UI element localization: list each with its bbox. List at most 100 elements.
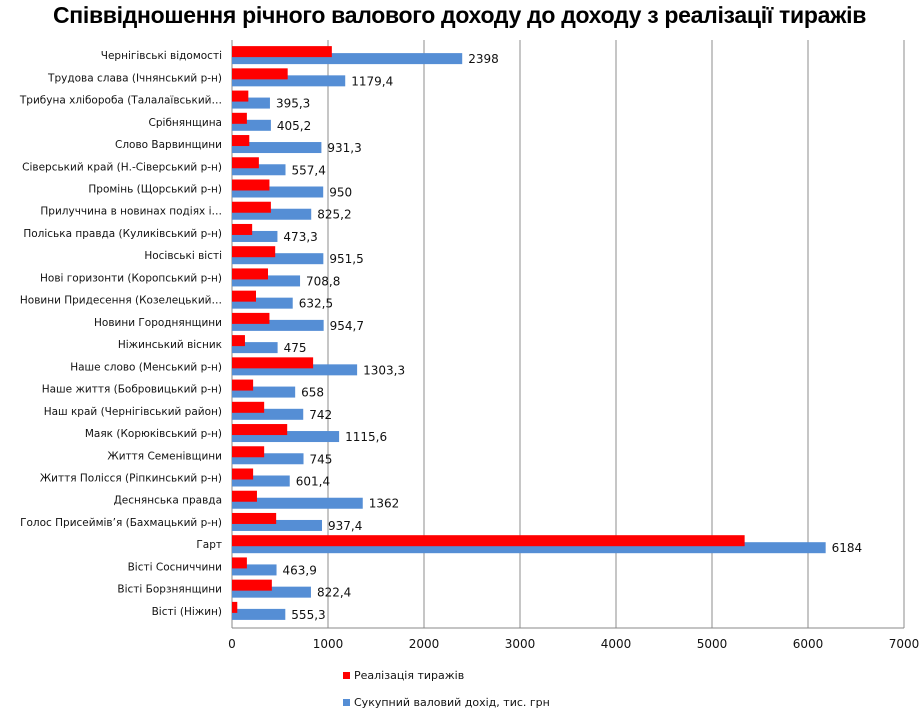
- category-label: Срібнянщина: [149, 117, 222, 129]
- bar-circulation-sales: [232, 535, 745, 547]
- bar-circulation-sales: [232, 512, 277, 524]
- bar-circulation-sales: [232, 112, 247, 124]
- bar-total-income: [232, 53, 463, 65]
- bar-circulation-sales: [232, 223, 253, 235]
- legend-swatch-total-income: [343, 699, 350, 706]
- bar-total-income: [232, 119, 271, 131]
- category-label: Гарт: [196, 539, 222, 551]
- bar-total-income: [232, 608, 286, 620]
- category-label: Голос Присеймів’я (Бахмацький р-н): [20, 517, 222, 529]
- bar-circulation-sales: [232, 379, 254, 391]
- bar-total-income: [232, 453, 304, 465]
- category-label: Життя Полісся (Ріпкинський р-н): [40, 473, 222, 485]
- bar-total-income: [232, 208, 312, 220]
- value-label: 954,7: [330, 319, 364, 333]
- bar-circulation-sales: [232, 579, 272, 591]
- value-label: 742: [309, 408, 332, 422]
- bar-total-income: [232, 319, 324, 331]
- bar-circulation-sales: [232, 290, 256, 302]
- category-label: Маяк (Корюківський р-н): [85, 428, 222, 440]
- value-label: 950: [329, 186, 352, 200]
- bar-total-income: [232, 431, 340, 443]
- value-label: 1303,3: [363, 363, 405, 377]
- bar-circulation-sales: [232, 401, 265, 413]
- value-label: 1179,4: [351, 74, 393, 88]
- category-label: Промінь (Щорський р-н): [88, 184, 222, 196]
- category-label: Наше слово (Менський р-н): [70, 361, 222, 373]
- category-label: Трибуна хлібороба (Талалаївський…: [19, 95, 222, 107]
- bars: [232, 46, 826, 620]
- value-label: 405,2: [277, 119, 311, 133]
- bar-total-income: [232, 386, 296, 398]
- bar-circulation-sales: [232, 490, 257, 502]
- bar-total-income: [232, 475, 290, 487]
- value-label: 951,5: [329, 252, 363, 266]
- bar-circulation-sales: [232, 557, 247, 569]
- bar-circulation-sales: [232, 90, 249, 102]
- bar-circulation-sales: [232, 468, 254, 480]
- bar-circulation-sales: [232, 601, 238, 613]
- bar-circulation-sales: [232, 268, 268, 280]
- bar-total-income: [232, 164, 286, 176]
- value-label: 825,2: [317, 208, 351, 222]
- category-label: Поліська правда (Куликівський р-н): [23, 228, 222, 240]
- category-label: Носівські вісті: [144, 250, 222, 262]
- x-tick-label: 5000: [697, 637, 728, 651]
- value-label: 475: [284, 341, 307, 355]
- bar-total-income: [232, 564, 277, 576]
- value-label: 745: [310, 452, 333, 466]
- value-labels: 23981179,4395,3405,2931,3557,4950825,247…: [276, 52, 862, 622]
- category-label: Наш край (Чернігівський район): [44, 406, 222, 418]
- bar-circulation-sales: [232, 312, 270, 324]
- legend-swatch-circulation: [343, 672, 350, 679]
- bar-circulation-sales: [232, 357, 314, 369]
- category-label: Наше життя (Бобровицький р-н): [42, 384, 222, 396]
- bar-circulation-sales: [232, 68, 288, 80]
- category-label: Прилуччина в новинах подіях і…: [40, 206, 222, 218]
- value-label: 6184: [832, 541, 863, 555]
- bar-circulation-sales: [232, 157, 259, 169]
- legend-label-circulation: Реалізація тиражів: [354, 669, 464, 682]
- bar-circulation-sales: [232, 201, 271, 213]
- bar-circulation-sales: [232, 246, 276, 258]
- bar-total-income: [232, 542, 826, 554]
- bar-total-income: [232, 253, 324, 265]
- x-tick-label: 3000: [505, 637, 536, 651]
- legend-label-total-income: Сукупний валовий дохід, тис. грн: [354, 696, 550, 709]
- category-label: Вісті Сосниччини: [128, 561, 222, 573]
- category-label: Деснянська правда: [114, 495, 222, 507]
- x-tick-label: 1000: [313, 637, 344, 651]
- x-tick-label: 4000: [601, 637, 632, 651]
- category-label: Вісті (Ніжин): [152, 606, 222, 618]
- value-label: 395,3: [276, 97, 310, 111]
- x-axis-ticks: 0 1000 2000 3000 4000 5000 6000 7000: [228, 637, 919, 651]
- x-tick-label: 7000: [889, 637, 919, 651]
- bar-total-income: [232, 364, 358, 376]
- bar-circulation-sales: [232, 446, 265, 458]
- bar-circulation-sales: [232, 424, 288, 436]
- value-label: 555,3: [291, 608, 325, 622]
- chart-title: Співвідношення річного валового доходу д…: [52, 2, 867, 28]
- bar-total-income: [232, 586, 311, 598]
- category-label: Вісті Борзнянщини: [117, 584, 222, 596]
- category-label: Сіверський край (Н.-Сіверський р-н): [22, 161, 222, 173]
- category-label: Слово Варвинщини: [115, 139, 222, 151]
- category-label: Нові горизонти (Коропський р-н): [40, 272, 222, 284]
- category-label: Трудова слава (Ічнянський р-н): [47, 72, 222, 84]
- category-labels: Чернігівські відомості Трудова слава (Ічн…: [19, 50, 222, 618]
- bar-circulation-sales: [232, 135, 250, 147]
- bar-circulation-sales: [232, 335, 245, 347]
- x-tick-label: 6000: [793, 637, 824, 651]
- bar-total-income: [232, 519, 322, 531]
- x-tick-label: 2000: [409, 637, 440, 651]
- legend: Реалізація тиражів Сукупний валовий дохід…: [343, 669, 550, 709]
- bar-total-income: [232, 408, 304, 420]
- value-label: 658: [301, 386, 324, 400]
- bar-total-income: [232, 275, 301, 287]
- category-label: Новини Городнянщини: [94, 317, 222, 329]
- bar-total-income: [232, 75, 346, 87]
- value-label: 2398: [468, 52, 499, 66]
- bar-total-income: [232, 497, 363, 509]
- value-label: 1115,6: [345, 430, 387, 444]
